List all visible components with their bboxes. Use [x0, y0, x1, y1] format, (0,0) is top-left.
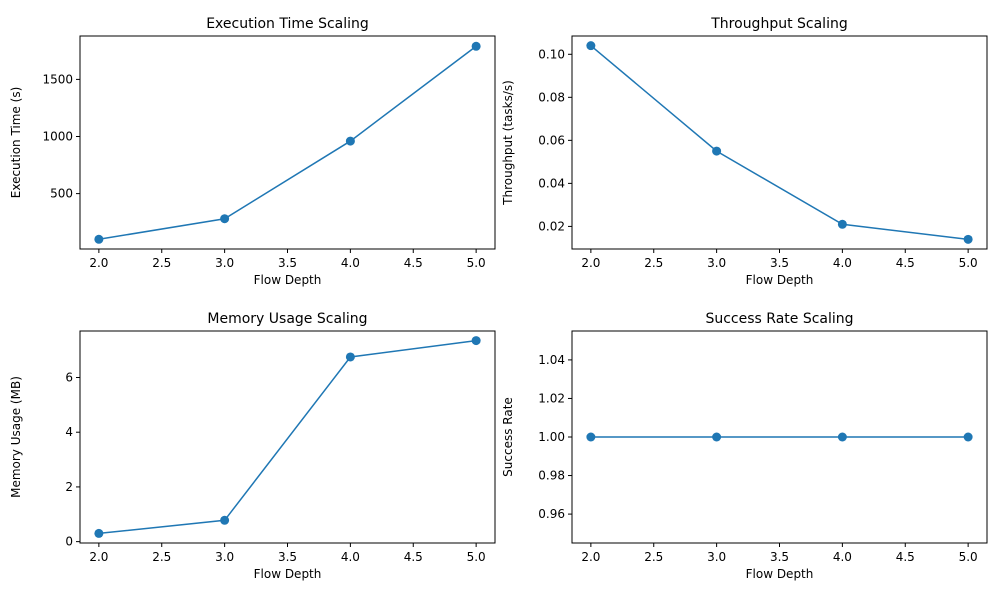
execution-time-series-line: [98, 45, 477, 241]
success-rate-x-tick-label: 3.5: [770, 550, 789, 564]
throughput-plot-area: [571, 35, 988, 250]
throughput-panel: Throughput Scaling 2.0 2.5 3.0 3.5 4.0 4.5 5.0 0…: [501, 16, 988, 287]
memory-usage-x-tick-label: 4.5: [404, 550, 423, 564]
execution-time-x-axis-label: Flow Depth: [254, 273, 322, 287]
memory-usage-y-axis-label: Memory Usage (MB): [9, 376, 23, 498]
execution-time-data-point: [220, 214, 230, 224]
memory-usage-x-tick-label: 5.0: [467, 550, 486, 564]
success-rate-x-tick-label: 4.5: [896, 550, 915, 564]
success-rate-y-tick-label: 1.02: [538, 391, 565, 405]
memory-usage-x-tick-label: 3.0: [215, 550, 234, 564]
success-rate-title: Success Rate Scaling: [705, 311, 853, 327]
success-rate-panel: Success Rate Scaling 2.0 2.5 3.0 3.5 4.0 4.5 5.…: [501, 311, 988, 581]
memory-usage-x-axis-label: Flow Depth: [254, 567, 322, 581]
execution-time-x-tick-label: 3.5: [278, 256, 297, 270]
execution-time-data-point: [94, 234, 104, 244]
memory-usage-plot-area: [79, 330, 496, 544]
success-rate-x-tick-label: 5.0: [959, 550, 978, 564]
throughput-data-point: [586, 41, 596, 51]
throughput-y-axis-label: Throughput (tasks/s): [501, 80, 515, 206]
execution-time-x-tick-label: 4.0: [341, 256, 360, 270]
success-rate-data-point: [837, 432, 847, 442]
throughput-y-tick-label: 0.02: [538, 219, 565, 233]
execution-time-y-axis-label: Execution Time (s): [9, 87, 23, 199]
throughput-title: Throughput Scaling: [710, 16, 847, 32]
memory-usage-data-point: [345, 352, 355, 362]
throughput-y-tick-label: 0.06: [538, 133, 565, 147]
success-rate-data-point: [586, 432, 596, 442]
throughput-y-tick-label: 0.10: [538, 47, 565, 61]
memory-usage-x-tick-label: 3.5: [278, 550, 297, 564]
memory-usage-x-tick-label: 4.0: [341, 550, 360, 564]
execution-time-y-tick-label: 1000: [42, 130, 73, 144]
execution-time-x-tick-label: 4.5: [404, 256, 423, 270]
throughput-x-tick-label: 4.0: [833, 256, 852, 270]
throughput-x-tick-label: 5.0: [959, 256, 978, 270]
execution-time-title: Execution Time Scaling: [206, 16, 369, 32]
success-rate-x-tick-label: 3.0: [707, 550, 726, 564]
memory-usage-data-point: [471, 336, 481, 346]
throughput-data-point: [837, 219, 847, 229]
memory-usage-x-tick-label: 2.0: [89, 550, 108, 564]
throughput-y-tick-label: 0.08: [538, 90, 565, 104]
execution-time-x-tick-label: 5.0: [467, 256, 486, 270]
success-rate-y-tick-label: 0.98: [538, 469, 565, 483]
throughput-series-line: [590, 45, 969, 241]
memory-usage-series-line: [98, 339, 477, 535]
memory-usage-y-tick-label: 4: [65, 425, 73, 439]
success-rate-x-tick-label: 2.0: [581, 550, 600, 564]
memory-usage-x-tick-label: 2.5: [152, 550, 171, 564]
memory-usage-title: Memory Usage Scaling: [207, 311, 367, 327]
throughput-x-tick-label: 3.5: [770, 256, 789, 270]
throughput-x-axis-label: Flow Depth: [746, 273, 814, 287]
execution-time-x-tick-label: 2.0: [89, 256, 108, 270]
success-rate-y-axis-label: Success Rate: [501, 397, 515, 477]
execution-time-plot-area: [79, 35, 496, 250]
success-rate-y-tick-label: 1.04: [538, 353, 565, 367]
success-rate-y-tick-label: 1.00: [538, 430, 565, 444]
memory-usage-data-point: [94, 528, 104, 538]
success-rate-x-tick-label: 4.0: [833, 550, 852, 564]
throughput-y-tick-label: 0.04: [538, 176, 565, 190]
success-rate-y-tick-label: 0.96: [538, 507, 565, 521]
throughput-x-tick-label: 4.5: [896, 256, 915, 270]
throughput-x-tick-label: 2.0: [581, 256, 600, 270]
success-rate-data-point: [712, 432, 722, 442]
throughput-x-tick-label: 2.5: [644, 256, 663, 270]
throughput-data-point: [712, 146, 722, 156]
execution-time-x-tick-label: 3.0: [215, 256, 234, 270]
execution-time-data-point: [471, 41, 481, 51]
success-rate-x-tick-label: 2.5: [644, 550, 663, 564]
memory-usage-y-tick-label: 2: [65, 480, 73, 494]
execution-time-panel: Execution Time Scaling 2.0 2.5 3.0 3.5 4.0 4.5…: [9, 16, 496, 287]
memory-usage-data-point: [220, 515, 230, 525]
success-rate-data-point: [963, 432, 973, 442]
success-rate-x-axis-label: Flow Depth: [746, 567, 814, 581]
throughput-x-tick-label: 3.0: [707, 256, 726, 270]
memory-usage-panel: Memory Usage Scaling 2.0 2.5 3.0 3.5 4.0 4.5 5.…: [9, 311, 496, 581]
throughput-data-point: [963, 234, 973, 244]
execution-time-data-point: [345, 136, 355, 146]
memory-usage-y-tick-label: 6: [65, 371, 73, 385]
execution-time-y-tick-label: 1500: [42, 72, 73, 86]
memory-usage-y-tick-label: 0: [65, 535, 73, 549]
execution-time-y-tick-label: 500: [50, 187, 73, 201]
execution-time-x-tick-label: 2.5: [152, 256, 171, 270]
